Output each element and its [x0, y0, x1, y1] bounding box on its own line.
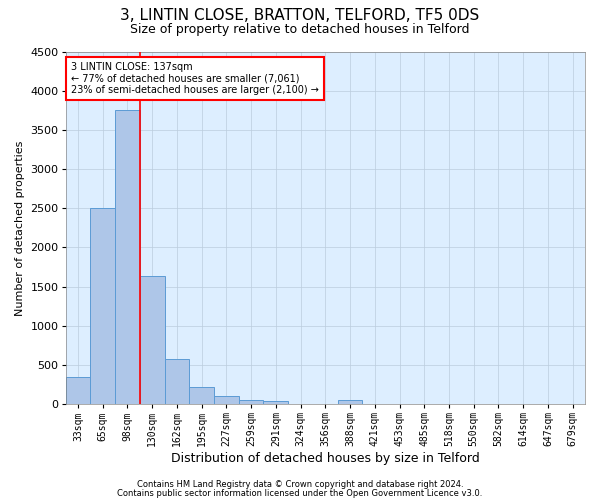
Y-axis label: Number of detached properties: Number of detached properties [15, 140, 25, 316]
Bar [239, 400, 263, 404]
X-axis label: Distribution of detached houses by size in Telford: Distribution of detached houses by size … [171, 452, 479, 465]
Bar [164, 359, 189, 404]
Text: Contains public sector information licensed under the Open Government Licence v3: Contains public sector information licen… [118, 488, 482, 498]
Bar [263, 401, 288, 404]
Bar [189, 387, 214, 404]
Bar [214, 396, 239, 404]
Bar [140, 276, 164, 404]
Text: 3, LINTIN CLOSE, BRATTON, TELFORD, TF5 0DS: 3, LINTIN CLOSE, BRATTON, TELFORD, TF5 0… [121, 8, 479, 22]
Text: Contains HM Land Registry data © Crown copyright and database right 2024.: Contains HM Land Registry data © Crown c… [137, 480, 463, 489]
Bar [91, 208, 115, 404]
Text: Size of property relative to detached houses in Telford: Size of property relative to detached ho… [130, 22, 470, 36]
Bar [338, 400, 362, 404]
Text: 3 LINTIN CLOSE: 137sqm
← 77% of detached houses are smaller (7,061)
23% of semi-: 3 LINTIN CLOSE: 137sqm ← 77% of detached… [71, 62, 319, 96]
Bar [115, 110, 140, 404]
Bar [65, 377, 91, 404]
